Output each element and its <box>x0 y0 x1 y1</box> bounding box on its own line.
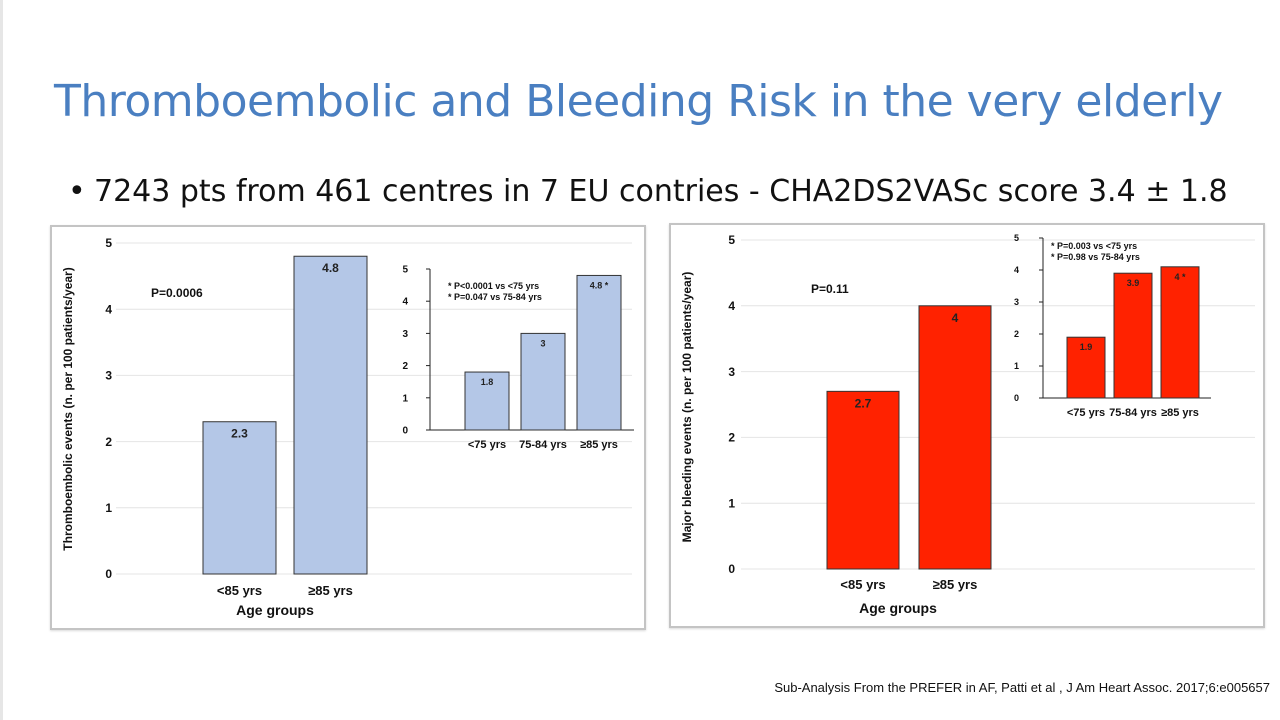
bleeding-main-data-label: 2.7 <box>855 396 872 410</box>
bleeding-inset-category-label: 75-84 yrs <box>1109 407 1157 419</box>
bleeding-main-ytick-label: 5 <box>728 233 735 247</box>
thrombo-inset-bar <box>576 274 622 431</box>
thrombo-inset-bar <box>464 371 510 431</box>
bleeding-main-ytick-label: 1 <box>728 496 735 510</box>
bleeding-main-ytick-label: 4 <box>728 299 735 313</box>
bleeding-inset-bar <box>1113 272 1153 399</box>
bleeding-inset-ytick-label: 2 <box>1014 329 1019 339</box>
thrombo-main-ytick-label: 5 <box>105 236 112 250</box>
bleeding-main-ytick-label: 0 <box>728 562 735 576</box>
thrombo-main-ytick-label: 1 <box>105 501 112 515</box>
bleeding-main-ytick-label: 3 <box>728 365 735 379</box>
bleeding-main-category-label: <85 yrs <box>840 577 885 592</box>
thrombo-inset-data-label: 1.8 <box>481 377 494 387</box>
thrombo-inset-data-label: 3 <box>540 338 545 348</box>
bleeding-main-y-axis-label: Major bleeding events (n. per 100 patien… <box>680 272 694 543</box>
bleeding-inset-category-label: <75 yrs <box>1067 407 1105 419</box>
bleeding-main-bar <box>918 305 992 570</box>
thrombo-main-category-label: <85 yrs <box>217 583 262 598</box>
thromboembolic-chart-panel: 0 1 2 3 4 5 2.3 <85 yrs 4.8 ≥85 yrs Age groups Thro… <box>50 225 646 630</box>
bleeding-inset-ytick-label: 4 <box>1014 265 1019 275</box>
thrombo-main-x-axis-label: Age groups <box>236 602 314 618</box>
bleeding-inset-bar <box>1160 266 1200 399</box>
bullet-icon: • <box>68 174 86 209</box>
bleeding-inset-data-label: 1.9 <box>1080 342 1093 352</box>
bullet-point: • 7243 pts from 461 centres in 7 EU contr… <box>68 174 1228 209</box>
slide-title: Thromboembolic and Bleeding Risk in the … <box>54 76 1223 127</box>
thrombo-inset-ytick-label: 1 <box>402 393 408 404</box>
thrombo-main-category-label: ≥85 yrs <box>308 583 353 598</box>
thromboembolic-chart: 0 1 2 3 4 5 2.3 <85 yrs 4.8 ≥85 yrs Age groups Thro… <box>61 236 634 618</box>
thrombo-main-bar <box>202 421 277 575</box>
bleeding-main-data-label: 4 <box>952 311 959 325</box>
thrombo-inset-category-label: 75-84 yrs <box>519 439 567 451</box>
bleeding-inset-ytick-label: 1 <box>1014 361 1019 371</box>
slide-edge <box>0 0 3 720</box>
thrombo-inset-annotation: * P<0.0001 vs <75 yrs <box>448 281 539 291</box>
thrombo-main-data-label: 2.3 <box>231 427 248 441</box>
bleeding-chart-panel: 0 1 2 3 4 5 2.7 <85 yrs 4 ≥85 yrs Age groups Major … <box>669 223 1265 628</box>
bleeding-inset-category-label: ≥85 yrs <box>1161 407 1199 419</box>
bleeding-inset-annotation: * P=0.98 vs 75-84 yrs <box>1051 252 1140 262</box>
thrombo-main-bar <box>293 255 368 575</box>
bleeding-inset-bar <box>1066 336 1106 399</box>
thrombo-inset-bar <box>520 332 566 431</box>
bleeding-main-annotation: P=0.11 <box>811 282 849 296</box>
bleeding-inset-data-label: 3.9 <box>1127 278 1140 288</box>
bleeding-main-category-label: ≥85 yrs <box>933 577 978 592</box>
bleeding-main-ytick-label: 2 <box>728 431 735 445</box>
bleeding-inset-ytick-label: 0 <box>1014 393 1019 403</box>
bleeding-inset-ytick-label: 3 <box>1014 297 1019 307</box>
citation: Sub-Analysis From the PREFER in AF, Patt… <box>774 680 1270 695</box>
thrombo-inset-ytick-label: 2 <box>402 361 408 372</box>
thrombo-main-ytick-label: 2 <box>105 435 112 449</box>
bleeding-main-x-axis-label: Age groups <box>859 600 937 616</box>
thrombo-inset-ytick-label: 4 <box>402 297 408 308</box>
thrombo-inset-ytick-label: 3 <box>402 329 408 340</box>
thrombo-inset-category-label: <75 yrs <box>468 439 506 451</box>
thrombo-main-y-axis-label: Thromboembolic events (n. per 100 patien… <box>61 267 75 550</box>
bleeding-inset-annotation: * P=0.003 vs <75 yrs <box>1051 241 1137 251</box>
thrombo-inset-annotation: * P=0.047 vs 75-84 yrs <box>448 292 542 302</box>
bleeding-chart: 0 1 2 3 4 5 2.7 <85 yrs 4 ≥85 yrs Age groups Major … <box>680 233 1255 616</box>
thrombo-inset-ytick-label: 0 <box>402 426 408 437</box>
thrombo-main-ytick-label: 4 <box>105 302 112 316</box>
bleeding-inset-data-label: 4 * <box>1174 272 1186 282</box>
thrombo-main-ytick-label: 3 <box>105 369 112 383</box>
bleeding-inset-ytick-label: 5 <box>1014 233 1019 243</box>
thrombo-inset-data-label: 4.8 * <box>590 280 609 290</box>
bleeding-main-bar <box>826 390 900 570</box>
thrombo-inset-ytick-label: 5 <box>402 265 408 276</box>
bullet-text: 7243 pts from 461 centres in 7 EU contri… <box>94 174 1228 209</box>
thrombo-inset-category-label: ≥85 yrs <box>580 439 618 451</box>
thrombo-main-annotation: P=0.0006 <box>151 286 203 300</box>
thrombo-main-data-label: 4.8 <box>322 261 339 275</box>
thrombo-main-ytick-label: 0 <box>105 567 112 581</box>
